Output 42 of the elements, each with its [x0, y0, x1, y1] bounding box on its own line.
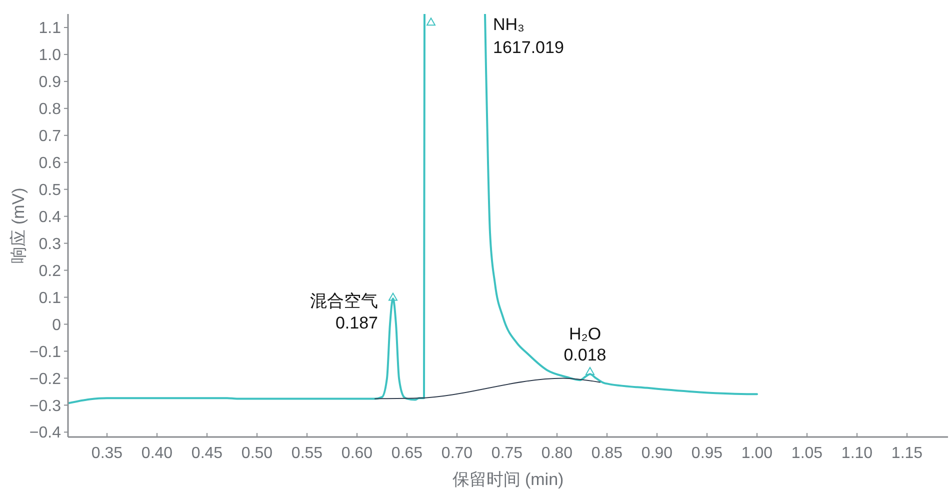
annotation: H₂O 0.018: [564, 324, 606, 364]
x-tick-label: 0.60: [341, 445, 373, 462]
y-tick-label: −0.1: [29, 344, 62, 361]
point: [586, 366, 594, 375]
annotation: 混合空气 0.187: [310, 291, 378, 332]
x-tick-label: 1.15: [891, 445, 923, 462]
y-tick-label: 0.9: [38, 74, 62, 92]
x-tick-label: 0.40: [141, 445, 173, 462]
y-tick-label: 0.5: [38, 182, 62, 199]
x-tick-label: 0.45: [191, 445, 223, 462]
y-tick-label: 0.3: [38, 236, 62, 253]
x-tick-label: 0.55: [291, 445, 323, 462]
y-tick-label: 0.6: [38, 154, 62, 172]
y-tick-label: 0: [52, 316, 62, 334]
x-tick-label: 0.95: [691, 445, 723, 462]
y-tick-label: −0.3: [29, 398, 62, 415]
y-tick-label: 0.4: [38, 208, 62, 226]
y-tick-label: 0.8: [38, 101, 62, 118]
x-tick-label: 0.90: [641, 445, 673, 462]
annotation: NH₃ 1617.019: [493, 15, 564, 57]
x-tick-label: 0.85: [591, 445, 623, 462]
x-tick-label: 0.65: [391, 445, 423, 462]
x-tick-label: 1.05: [791, 445, 823, 462]
y-tick-label: −0.4: [29, 424, 62, 442]
x-tick-label: 1.00: [741, 445, 773, 462]
x-tick-label: 0.70: [441, 445, 473, 462]
y-tick-label: 0.1: [38, 290, 62, 307]
x-tick-label: 0.50: [241, 445, 273, 462]
point: [388, 292, 398, 301]
x-tick-label: 0.35: [91, 445, 123, 462]
y-tick-label: 0.7: [38, 128, 62, 145]
line-series: [374, 378, 600, 400]
y-tick-label: −0.2: [29, 370, 62, 388]
y-tick-label: 1.0: [38, 47, 62, 64]
y-tick-label: 0.2: [38, 262, 62, 280]
x-axis-title: 保留时间 (min): [452, 470, 564, 489]
x-tick-label: 0.75: [491, 445, 523, 462]
x-tick-label: 0.80: [541, 445, 573, 462]
y-tick-label: 1.1: [38, 20, 62, 38]
point: [426, 18, 436, 26]
x-tick-label: 1.10: [841, 445, 873, 462]
y-axis-title: 响应 (mV): [9, 188, 28, 264]
